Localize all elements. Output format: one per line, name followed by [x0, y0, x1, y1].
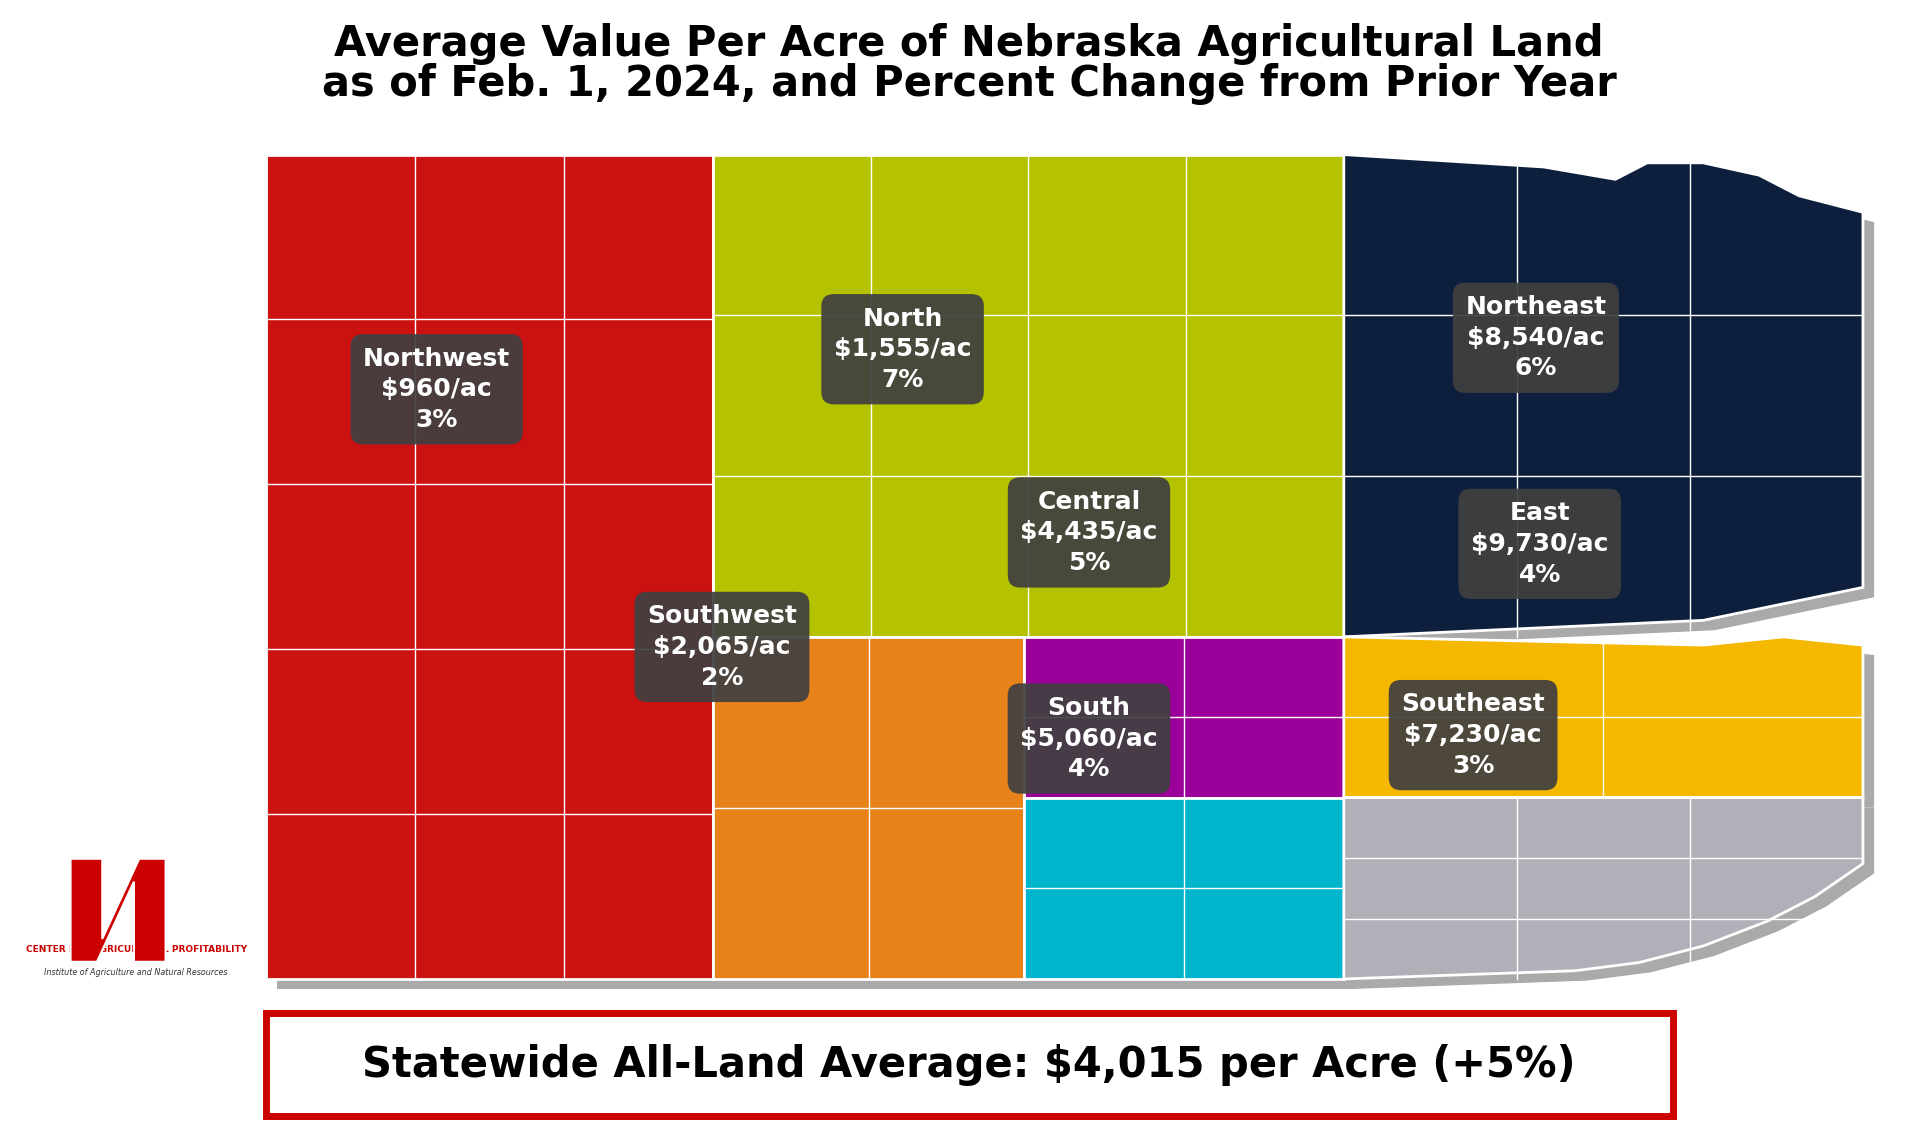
Polygon shape	[712, 637, 1023, 979]
Polygon shape	[712, 155, 1344, 637]
FancyBboxPatch shape	[265, 1013, 1672, 1116]
Polygon shape	[1035, 647, 1356, 807]
Polygon shape	[1356, 165, 1874, 647]
Text: Central
$4,435/ac
5%: Central $4,435/ac 5%	[1020, 490, 1158, 575]
Polygon shape	[1344, 798, 1862, 979]
Polygon shape	[276, 165, 724, 989]
Text: Statewide All-Land Average: $4,015 per Acre (+5%): Statewide All-Land Average: $4,015 per A…	[363, 1044, 1576, 1085]
Text: East
$9,730/ac
4%: East $9,730/ac 4%	[1471, 502, 1609, 586]
Polygon shape	[1356, 807, 1874, 989]
Polygon shape	[265, 155, 712, 979]
Polygon shape	[724, 165, 1356, 647]
Text: Southwest
$2,065/ac
2%: Southwest $2,065/ac 2%	[647, 605, 797, 689]
Text: North
$1,555/ac
7%: North $1,555/ac 7%	[833, 307, 972, 392]
Text: Northwest
$960/ac
3%: Northwest $960/ac 3%	[363, 347, 511, 432]
Polygon shape	[1023, 798, 1344, 979]
Text: CENTER FOR AGRICULTURAL PROFITABILITY: CENTER FOR AGRICULTURAL PROFITABILITY	[25, 945, 248, 954]
Text: South
$5,060/ac
4%: South $5,060/ac 4%	[1020, 696, 1158, 781]
Polygon shape	[1023, 637, 1344, 798]
Polygon shape	[1356, 647, 1874, 807]
Polygon shape	[1344, 637, 1862, 798]
Text: Average Value Per Acre of Nebraska Agricultural Land: Average Value Per Acre of Nebraska Agric…	[334, 23, 1603, 65]
Text: Institute of Agriculture and Natural Resources: Institute of Agriculture and Natural Res…	[44, 968, 228, 977]
Polygon shape	[1344, 155, 1862, 637]
Text: Northeast
$8,540/ac
6%: Northeast $8,540/ac 6%	[1465, 295, 1607, 380]
Text: as of Feb. 1, 2024, and Percent Change from Prior Year: as of Feb. 1, 2024, and Percent Change f…	[323, 63, 1617, 105]
Polygon shape	[724, 647, 1035, 989]
Polygon shape	[71, 859, 165, 962]
Polygon shape	[1035, 807, 1356, 989]
Text: Southeast
$7,230/ac
3%: Southeast $7,230/ac 3%	[1402, 693, 1546, 777]
